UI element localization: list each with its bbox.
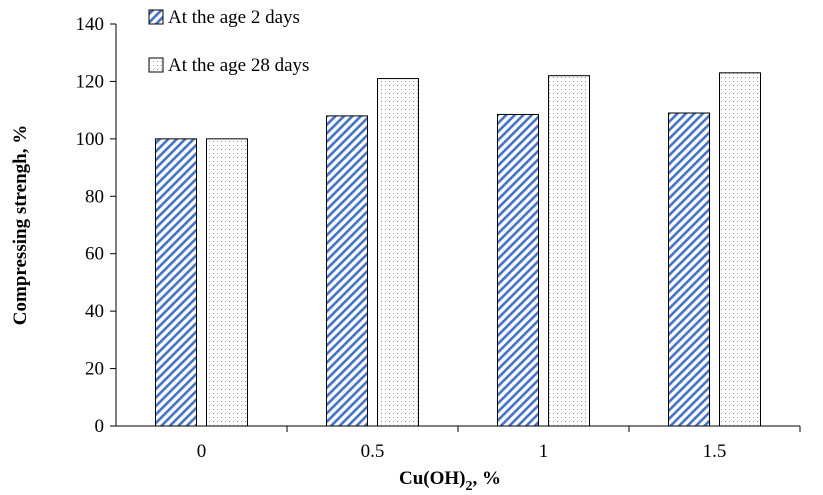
x-tick-label: 0.5 xyxy=(361,441,385,462)
bar-age-28-days xyxy=(548,75,590,427)
x-axis-title: Cu(OH)2, % xyxy=(399,468,501,494)
x-tick-label: 0 xyxy=(197,441,207,462)
legend-swatch xyxy=(148,57,164,73)
legend-label: At the age 28 days xyxy=(168,55,309,76)
y-tick-label: 0 xyxy=(95,416,105,437)
y-tick-label: 60 xyxy=(85,244,104,265)
y-axis-title: Compressing strengh, % xyxy=(10,125,31,325)
bar-age-28-days xyxy=(206,138,248,427)
bar-age-28-days xyxy=(377,78,419,427)
x-tick-label: 1 xyxy=(539,441,549,462)
y-tick-label: 120 xyxy=(76,71,105,92)
y-tick-label: 100 xyxy=(76,129,105,150)
y-tick-label: 40 xyxy=(85,301,104,322)
legend-label: At the age 2 days xyxy=(168,7,300,28)
x-tick-label: 1.5 xyxy=(703,441,727,462)
legend-swatch xyxy=(148,9,164,25)
bar-age-2-days xyxy=(497,113,539,427)
y-tick-label: 20 xyxy=(85,359,104,380)
y-tick-label: 80 xyxy=(85,186,104,207)
bar-age-2-days xyxy=(326,115,368,427)
bar-age-2-days xyxy=(155,138,197,427)
y-tick-label: 140 xyxy=(76,14,105,35)
bar-age-2-days xyxy=(668,112,710,427)
bar-age-28-days xyxy=(719,72,761,427)
